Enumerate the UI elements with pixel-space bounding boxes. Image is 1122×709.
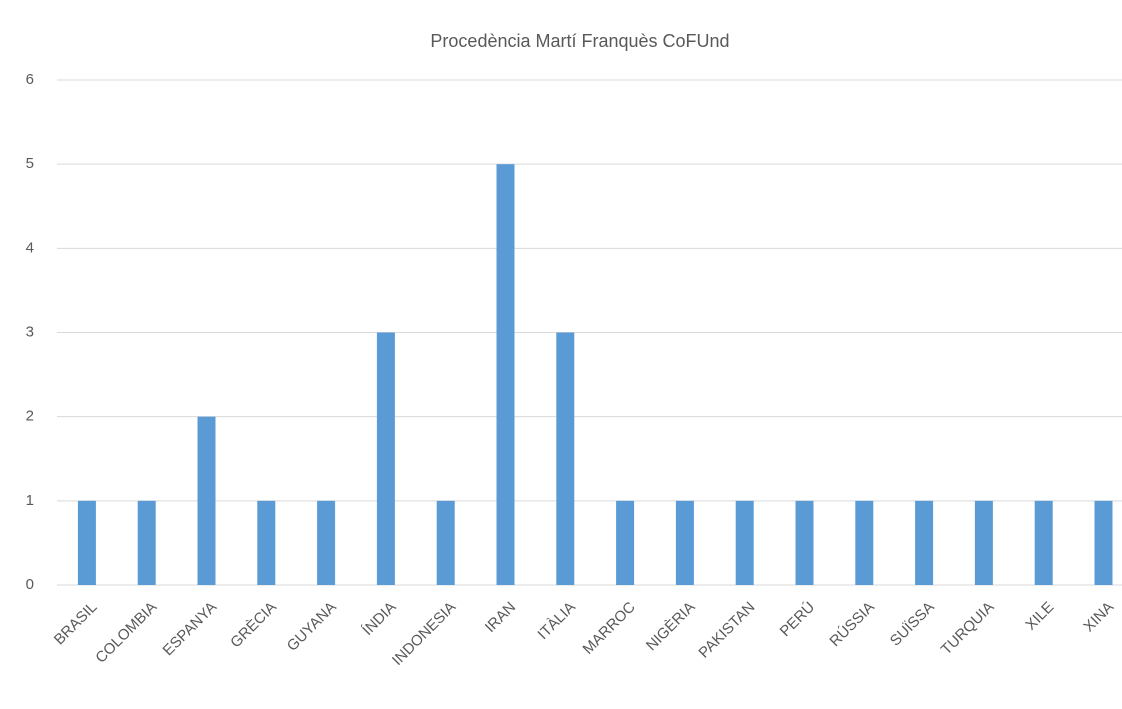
x-tick-label: NIGÈRIA [643,599,699,655]
x-tick-label: ESPANYA [160,599,221,660]
bar [1094,500,1113,585]
bar [675,500,694,585]
bar [137,500,156,585]
bar [436,500,455,585]
x-tick-label: ITÀLIA [534,599,578,643]
y-tick-label: 4 [26,239,34,256]
bar [915,500,934,585]
bar [556,332,575,585]
bar [197,416,216,585]
x-tick-label: PAKISTAN [695,599,758,662]
x-tick-label: GRÈCIA [227,599,280,652]
x-tick-label: MARROC [580,599,639,658]
x-tick-label: SUÏSSA [887,599,938,650]
x-tick-label: XINA [1080,599,1117,636]
y-tick-label: 5 [26,155,34,172]
x-tick-label: PERÚ [777,599,818,640]
chart-title: Procedència Martí Franquès CoFUnd [430,31,729,51]
bar [317,500,336,585]
y-tick-label: 0 [26,576,34,593]
y-tick-label: 1 [26,492,34,509]
bar [855,500,874,585]
x-tick-label: BRASIL [51,599,101,649]
bar [1034,500,1053,585]
x-tick-label: INDONESIA [389,599,459,669]
bar [616,500,635,585]
bar [496,164,515,585]
x-tick-label: TURQUIA [938,599,998,659]
x-tick-label: XILE [1022,599,1057,634]
x-tick-label: ÍNDIA [359,599,399,639]
bar [795,500,814,585]
bar [376,332,395,585]
bar [735,500,754,585]
x-tick-label: IRAN [482,599,519,636]
y-tick-label: 6 [26,71,34,88]
y-tick-label: 2 [26,408,34,425]
bar [257,500,276,585]
bar [77,500,96,585]
y-tick-label: 3 [26,323,34,340]
x-tick-label: GUYANA [284,599,340,655]
x-tick-label: COLOMBIA [92,599,160,667]
bar [974,500,993,585]
x-tick-label: RÚSSIA [826,599,878,651]
